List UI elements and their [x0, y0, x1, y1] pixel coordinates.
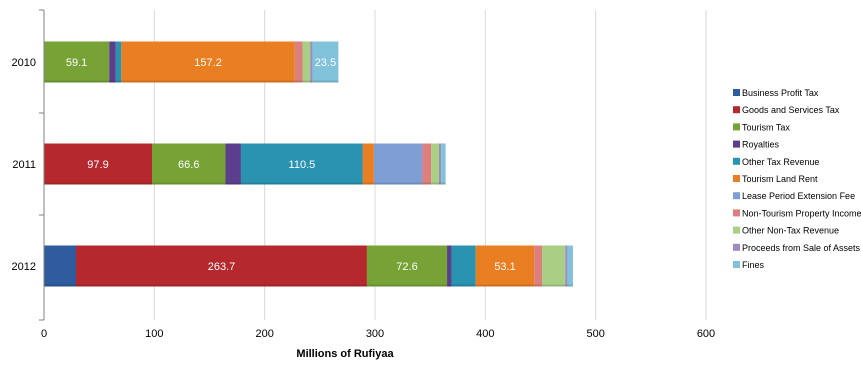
legend-swatch [733, 226, 740, 234]
legend-swatch [733, 89, 740, 96]
bar-segment [565, 245, 568, 287]
bar-segment [451, 245, 476, 287]
bar-segment [225, 143, 241, 185]
legend: Business Profit Tax Goods and Services Ta… [733, 88, 861, 270]
x-tick-label: 0 [41, 328, 47, 340]
bar-segment [447, 245, 452, 287]
data-label: 110.5 [289, 159, 316, 171]
x-axis-title: Millions of Rufiyaa [296, 348, 394, 360]
x-tick-label: 300 [366, 328, 384, 340]
x-tick-label: 500 [586, 328, 604, 340]
legend-label: Royalties [742, 140, 780, 150]
legend-swatch [733, 123, 740, 131]
bar-segment [441, 143, 446, 185]
data-label: 97.9 [87, 159, 108, 171]
bar-segment [294, 41, 303, 83]
bar-segment [475, 245, 535, 287]
legend-swatch [733, 140, 740, 148]
bar-segment [240, 143, 363, 185]
x-tick-label: 100 [145, 328, 163, 340]
bar-segment [44, 143, 153, 185]
bar-segment [366, 245, 448, 287]
y-category-label: 2010 [12, 57, 36, 69]
legend-swatch [733, 175, 740, 182]
legend-label: Proceeds from Sale of Assets [742, 243, 861, 253]
x-tick-label: 200 [255, 328, 273, 340]
bar-segment [373, 143, 423, 185]
bar-segment [121, 41, 295, 83]
legend-label: Fines [742, 260, 765, 270]
legend-swatch [733, 261, 740, 268]
bar-segment [109, 41, 116, 83]
bar-segment [431, 143, 439, 185]
bar-segment [422, 143, 432, 185]
data-label: 157.2 [194, 57, 222, 69]
bar-segment [152, 143, 226, 185]
legend-label: Other Tax Revenue [742, 157, 819, 167]
legend-label: Tourism Tax [742, 122, 790, 132]
bar-segment [567, 245, 573, 287]
bar-segment [534, 245, 543, 287]
legend-swatch [733, 106, 740, 114]
legend-swatch [733, 209, 740, 217]
bar-shadow [44, 182, 446, 185]
bar-segment [44, 245, 76, 287]
bar-segment [302, 41, 311, 83]
bar-shadow [44, 80, 339, 83]
bar-segment [310, 41, 313, 83]
bar-segment [438, 143, 442, 185]
bar-series: 59.1 157.2 23.5 97.9 66.6 110.5 263.7 72.6 53.1 [44, 41, 573, 287]
bar-segment [115, 41, 122, 83]
data-label: 53.1 [494, 261, 515, 273]
bar-segment [312, 41, 339, 83]
bar-segment [362, 143, 374, 185]
legend-label: Lease Period Extension Fee [742, 191, 855, 201]
legend-swatch [733, 157, 740, 165]
x-tick-label: 600 [697, 328, 715, 340]
x-tick-label: 400 [476, 328, 494, 340]
axes: 0 100 200 300 400 500 600 2010 2011 2012 [12, 9, 715, 340]
y-category-label: 2011 [12, 159, 36, 171]
bar-segment [75, 245, 367, 287]
bar-segment [542, 245, 566, 287]
legend-label: Non-Tourism Property Income [742, 208, 861, 218]
data-label: 23.5 [315, 57, 336, 69]
bar-segment [44, 41, 110, 83]
data-label: 59.1 [66, 57, 87, 69]
legend-swatch [733, 192, 740, 200]
legend-label: Other Non-Tax Revenue [742, 226, 839, 236]
legend-label: Goods and Services Tax [742, 105, 840, 115]
data-label: 72.6 [396, 261, 417, 273]
y-category-label: 2012 [12, 261, 36, 273]
data-label: 66.6 [178, 159, 199, 171]
legend-label: Business Profit Tax [742, 88, 819, 98]
legend-swatch [733, 243, 740, 251]
data-label: 263.7 [208, 261, 236, 273]
legend-label: Tourism Land Rent [742, 174, 818, 184]
bar-shadow [44, 284, 573, 287]
